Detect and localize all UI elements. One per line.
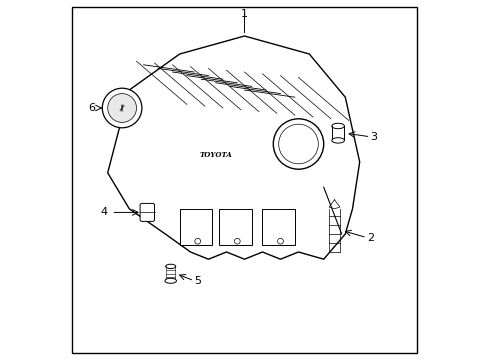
Circle shape: [102, 88, 142, 128]
Ellipse shape: [165, 264, 175, 269]
Circle shape: [107, 94, 136, 122]
Bar: [262, 209, 294, 245]
Text: TOYOTA: TOYOTA: [199, 151, 232, 159]
Circle shape: [277, 238, 283, 244]
Text: 6: 6: [88, 103, 95, 113]
Circle shape: [234, 238, 240, 244]
FancyBboxPatch shape: [140, 203, 154, 221]
Ellipse shape: [331, 138, 344, 143]
Text: 1: 1: [241, 9, 247, 19]
Bar: [219, 209, 251, 245]
Ellipse shape: [164, 278, 176, 283]
Circle shape: [278, 124, 318, 164]
Text: 2: 2: [366, 233, 373, 243]
Text: 5: 5: [194, 276, 201, 286]
Circle shape: [273, 119, 323, 169]
Circle shape: [194, 238, 200, 244]
Text: 4: 4: [101, 207, 107, 217]
Ellipse shape: [331, 123, 344, 129]
Bar: [179, 209, 212, 245]
Polygon shape: [107, 36, 359, 259]
Text: 3: 3: [370, 132, 377, 142]
